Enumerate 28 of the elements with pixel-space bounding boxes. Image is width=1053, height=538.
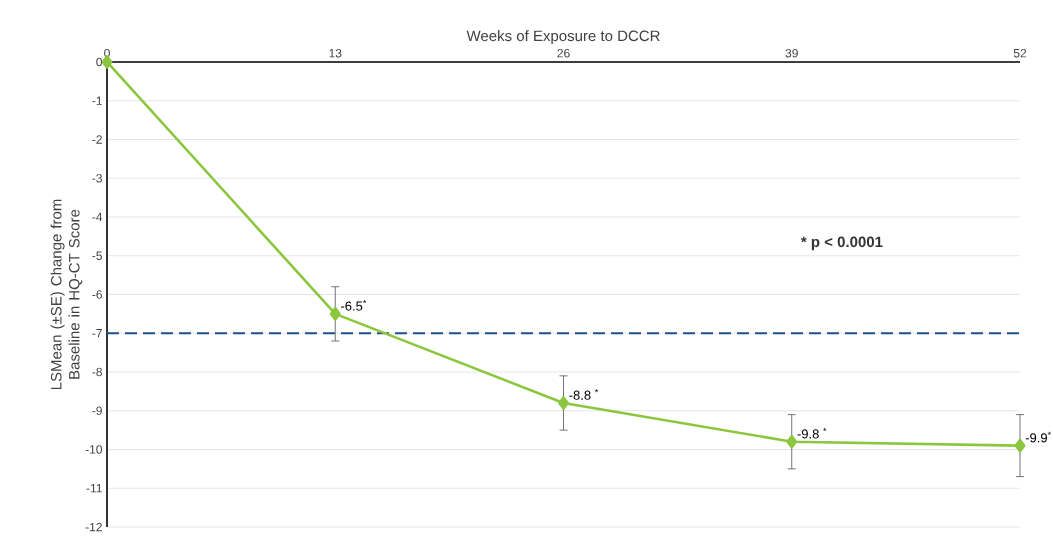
x-tick-label: 52 xyxy=(1013,48,1027,58)
point xyxy=(786,434,798,449)
point xyxy=(1014,438,1026,453)
data-label: -6.5$^{*}$ xyxy=(341,299,367,311)
annotation: * p < 0.0001 xyxy=(800,236,883,251)
y-tick-label: 0 xyxy=(96,57,103,67)
point xyxy=(329,307,341,321)
data-label: -9.8 $^{*}$ xyxy=(797,427,827,439)
x-axis-title: Weeks of Exposure to DCCR xyxy=(466,30,660,45)
y-tick-label: -6 xyxy=(92,290,102,299)
data-label: -9.9$^{*}$ xyxy=(1025,431,1051,443)
y-tick-label: -4 xyxy=(92,212,103,222)
y-tick-label: -10 xyxy=(85,445,103,454)
x-tick-label: 39 xyxy=(785,48,798,58)
y-tick-label: -1 xyxy=(92,96,102,105)
y-tick-label: -3 xyxy=(92,174,102,183)
y-axis-title: LSMean (±SE) Change from Baseline in HQ-CT Score xyxy=(50,199,83,390)
y-tick-label: -12 xyxy=(85,522,102,532)
data-label: -8.8 $^{*}$ xyxy=(569,389,599,400)
x-tick-label: 26 xyxy=(557,48,570,58)
point xyxy=(558,396,569,410)
y-tick-label: -8 xyxy=(92,367,102,377)
y-tick-label: -2 xyxy=(92,135,102,144)
x-tick-label: 13 xyxy=(329,48,342,58)
y-tick-label: -5 xyxy=(92,251,102,260)
y-tick-label: -7 xyxy=(92,329,102,338)
y-tick-label: -9 xyxy=(92,406,102,415)
y-tick-label: -11 xyxy=(86,484,102,493)
